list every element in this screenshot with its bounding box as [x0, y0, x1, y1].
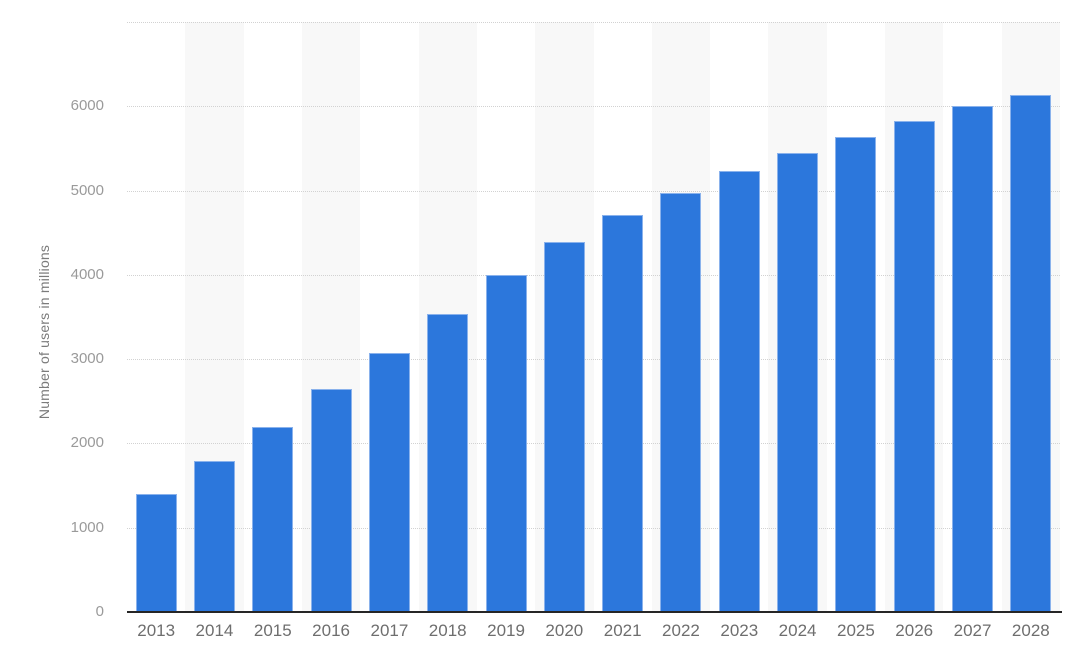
- x-tick-label-2021: 2021: [603, 621, 642, 640]
- y-tick-label-3000: 3000: [70, 350, 104, 368]
- bar-2016[interactable]: [310, 388, 352, 612]
- y-tick-label-4000: 4000: [70, 265, 104, 283]
- y-tick-label-2000: 2000: [70, 434, 104, 452]
- x-tick-label-2025: 2025: [836, 621, 875, 640]
- gridline-3000: [127, 359, 1060, 361]
- bar-2025[interactable]: [835, 136, 877, 612]
- y-tick-label-1000: 1000: [70, 518, 104, 536]
- x-tick-label-2014: 2014: [195, 621, 234, 640]
- bar-2015[interactable]: [252, 427, 294, 612]
- x-tick-label-2017: 2017: [370, 621, 409, 640]
- x-tick-label-2026: 2026: [895, 621, 934, 640]
- x-tick-label-2015: 2015: [253, 621, 292, 640]
- y-tick-label-6000: 6000: [70, 97, 104, 115]
- x-axis-line: [127, 611, 1062, 613]
- bar-2026[interactable]: [893, 120, 935, 612]
- x-tick-label-2020: 2020: [545, 621, 584, 640]
- gridline-2000: [127, 443, 1060, 445]
- bar-2023[interactable]: [718, 171, 760, 612]
- bar-2019[interactable]: [485, 274, 527, 612]
- bar-2018[interactable]: [427, 313, 469, 612]
- x-tick-label-2018: 2018: [428, 621, 467, 640]
- bar-2022[interactable]: [660, 193, 702, 612]
- x-tick-label-2022: 2022: [662, 621, 700, 640]
- bar-2021[interactable]: [602, 215, 644, 612]
- x-tick-label-2028: 2028: [1011, 621, 1050, 640]
- x-axis-tick-labels: 2013 2014 2015 2016 2017 2018 2019 2020 2021 2022…: [127, 621, 1060, 647]
- plot-area: [127, 22, 1062, 613]
- gridline-7000: [127, 22, 1060, 23]
- gridline-1000: [127, 527, 1060, 529]
- bar-2024[interactable]: [777, 152, 819, 612]
- gridline-5000: [127, 190, 1060, 192]
- x-tick-label-2027: 2027: [953, 621, 992, 640]
- gridline-6000: [127, 106, 1060, 108]
- bar-2013[interactable]: [135, 494, 177, 612]
- x-tick-label-2023: 2023: [720, 621, 759, 640]
- y-tick-label-0: 0: [95, 603, 104, 620]
- bar-2028[interactable]: [1010, 94, 1052, 612]
- bar-2017[interactable]: [368, 353, 410, 612]
- bar-2014[interactable]: [193, 461, 235, 612]
- y-axis-tick-labels: 0 1000 2000 3000 4000 5000 6000: [0, 0, 104, 652]
- gridline-4000: [127, 274, 1060, 276]
- x-tick-label-2019: 2019: [487, 621, 525, 640]
- bar-2020[interactable]: [543, 242, 585, 612]
- x-tick-label-2024: 2024: [778, 621, 817, 640]
- bar-2027[interactable]: [952, 106, 994, 612]
- x-tick-label-2013: 2013: [137, 621, 176, 640]
- x-tick-label-2016: 2016: [312, 621, 350, 640]
- y-tick-label-5000: 5000: [70, 181, 104, 199]
